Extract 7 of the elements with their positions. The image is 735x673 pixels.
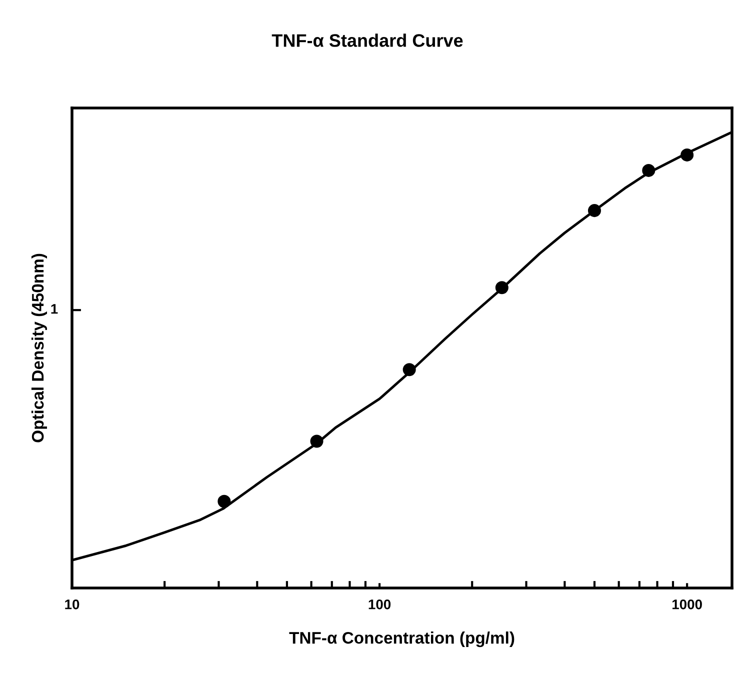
y-axis-title: Optical Density (450nm) xyxy=(31,254,47,442)
x-tick-label: 100 xyxy=(368,599,391,610)
x-axis-title: TNF-α Concentration (pg/ml) xyxy=(289,632,514,648)
x-tick-label: 1000 xyxy=(672,599,702,610)
chart-title: TNF-α Standard Curve xyxy=(272,34,463,47)
text: 1 xyxy=(51,304,58,314)
x-tick-label: 10 xyxy=(65,599,80,610)
